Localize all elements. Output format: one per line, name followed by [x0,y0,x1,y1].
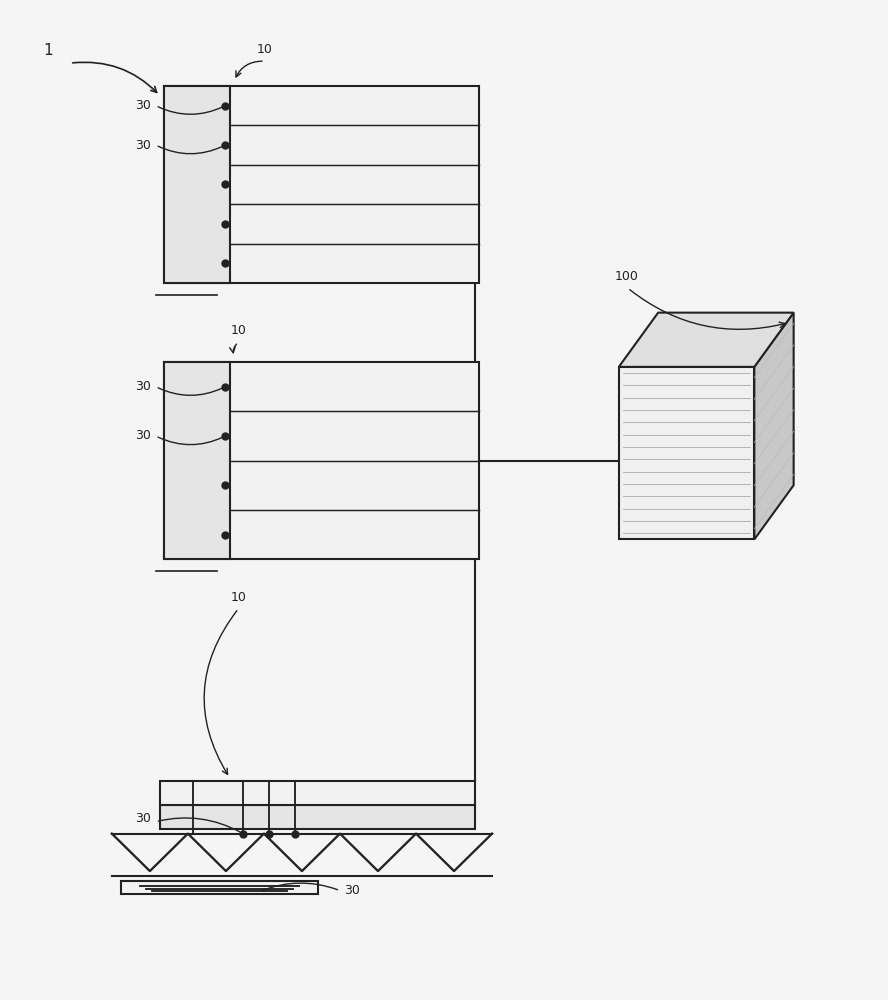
Bar [164,86,230,283]
Text: 30: 30 [135,812,151,825]
Bar [164,86,479,283]
Text: 10: 10 [231,591,247,604]
Text: 30: 30 [135,429,151,442]
Text: 10: 10 [257,43,273,56]
Bar [164,362,230,559]
Text: 1: 1 [44,43,53,58]
Text: 100: 100 [614,270,638,283]
Bar [160,805,474,829]
Text: 30: 30 [135,139,151,152]
Text: 10: 10 [231,324,247,337]
Polygon shape [619,313,794,367]
Polygon shape [754,313,794,539]
Text: 30: 30 [135,99,151,112]
Bar [121,881,318,894]
Bar [160,781,474,805]
Text: 30: 30 [135,380,151,393]
Text: 30: 30 [345,884,361,897]
Polygon shape [619,367,754,539]
Bar [164,362,479,559]
